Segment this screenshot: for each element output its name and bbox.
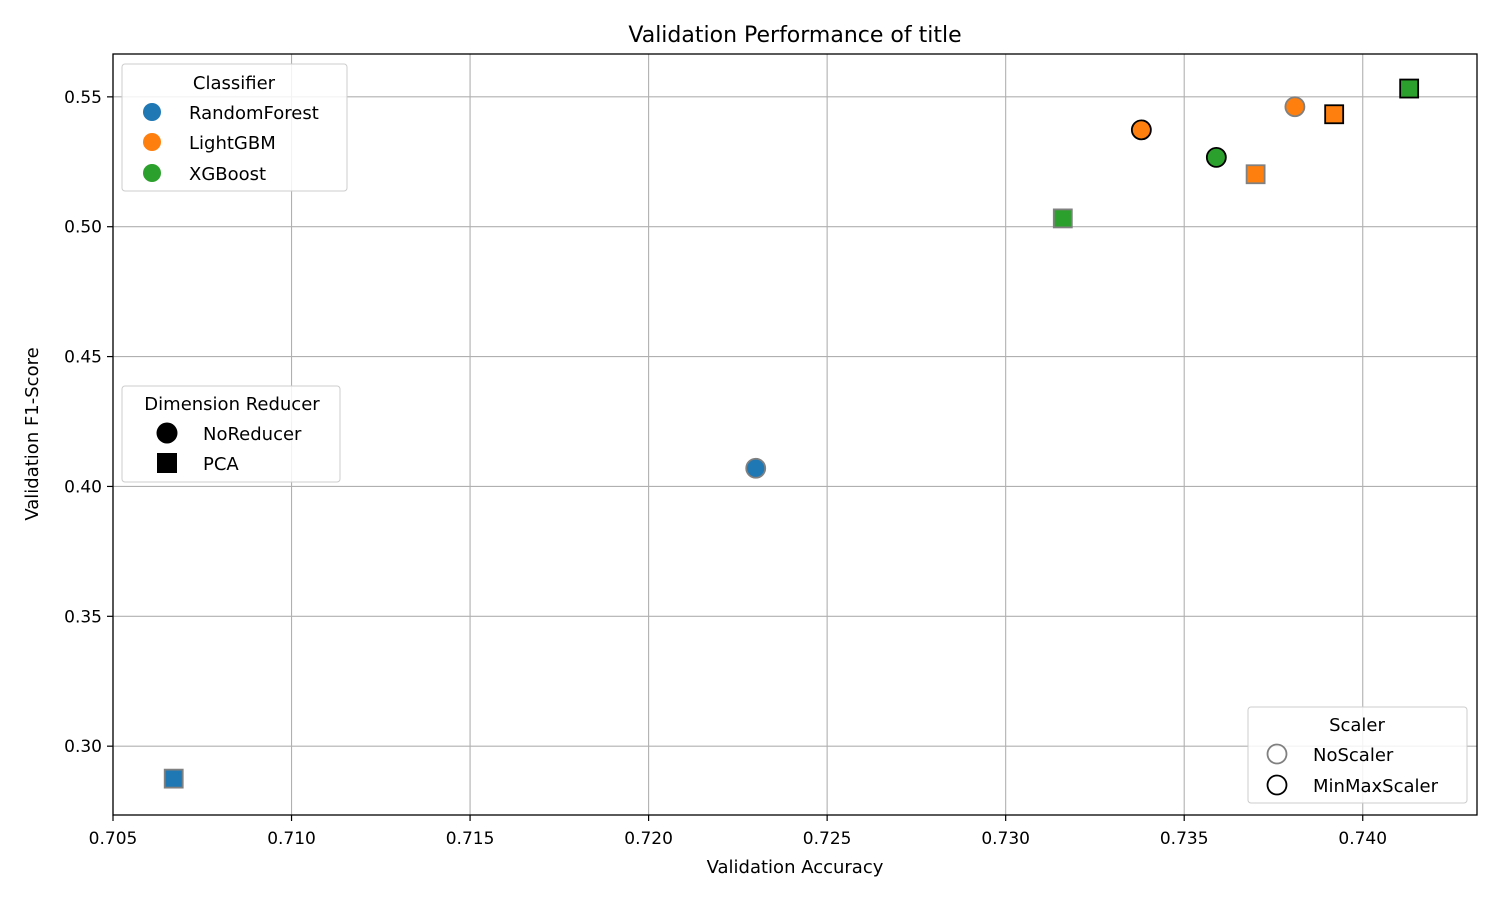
- data-points: [163, 78, 1420, 789]
- legend-marker-xgboost: [143, 164, 161, 182]
- x-tick-label: 0.705: [89, 829, 138, 849]
- x-tick-label: 0.740: [1338, 829, 1387, 849]
- x-tick-label: 0.710: [267, 829, 316, 849]
- point-lightgbm-noreducer-minmaxscaler: [1130, 119, 1152, 141]
- y-tick-label: 0.30: [64, 737, 102, 757]
- reducer-legend: Dimension Reducer NoReducer PCA: [121, 385, 341, 483]
- point-randomforest-pca-noscaler: [163, 768, 184, 789]
- scaler-legend-box: [1247, 706, 1468, 804]
- point-lightgbm-noreducer-noscaler: [1284, 96, 1306, 118]
- x-axis-label: Validation Accuracy: [707, 857, 884, 878]
- point-xgboost-pca-minmaxscaler: [1399, 78, 1420, 99]
- chart-title: Validation Performance of title: [628, 23, 961, 48]
- legend-label-xgboost: XGBoost: [189, 164, 266, 185]
- point-randomforest-noreducer-noscaler: [745, 457, 767, 479]
- legend-label-lightgbm: LightGBM: [189, 133, 276, 154]
- legend-marker-noscaler: [1266, 743, 1288, 765]
- legend-marker-pca: [157, 453, 177, 473]
- reducer-legend-title: Dimension Reducer: [144, 394, 320, 415]
- grid-lines: [112, 54, 1477, 815]
- point-xgboost-noreducer-minmaxscaler: [1205, 146, 1227, 168]
- legend-marker-minmaxscaler: [1266, 774, 1288, 796]
- legend-marker-randomforest: [143, 103, 161, 121]
- x-tick-label: 0.725: [803, 829, 852, 849]
- plot-frame: [112, 53, 1478, 816]
- scaler-legend: Scaler NoScaler MinMaxScaler: [1247, 706, 1468, 804]
- scaler-legend-title: Scaler: [1329, 715, 1385, 736]
- legend-marker-noreducer: [156, 422, 178, 444]
- x-tick-label: 0.720: [624, 829, 673, 849]
- y-tick-label: 0.35: [64, 607, 102, 627]
- legend-marker-lightgbm: [143, 133, 161, 151]
- x-axis-ticks: 0.705 0.710 0.715 0.720 0.725 0.730 0.735 0.740: [89, 815, 1387, 849]
- point-xgboost-pca-noscaler: [1052, 208, 1073, 229]
- y-axis-label: Validation F1-Score: [22, 347, 43, 520]
- y-tick-label: 0.55: [64, 88, 102, 108]
- x-tick-label: 0.730: [981, 829, 1030, 849]
- point-lightgbm-pca-noscaler: [1245, 164, 1266, 185]
- legend-label-pca: PCA: [203, 454, 239, 475]
- legend-label-minmaxscaler: MinMaxScaler: [1313, 776, 1439, 797]
- y-tick-label: 0.50: [64, 218, 102, 238]
- legend-label-noreducer: NoReducer: [203, 424, 302, 445]
- x-tick-label: 0.735: [1160, 829, 1209, 849]
- legend-label-noscaler: NoScaler: [1313, 745, 1394, 766]
- y-tick-label: 0.40: [64, 477, 102, 497]
- y-tick-label: 0.45: [64, 348, 102, 368]
- x-tick-label: 0.715: [446, 829, 495, 849]
- classifier-legend: Classifier RandomForest LightGBM XGBoost: [121, 63, 348, 192]
- classifier-legend-box: [121, 63, 348, 192]
- y-axis-ticks: 0.30 0.35 0.40 0.45 0.50 0.55: [64, 88, 113, 757]
- point-lightgbm-pca-minmaxscaler: [1324, 104, 1345, 125]
- legend-label-randomforest: RandomForest: [189, 103, 319, 124]
- classifier-legend-title: Classifier: [193, 73, 276, 94]
